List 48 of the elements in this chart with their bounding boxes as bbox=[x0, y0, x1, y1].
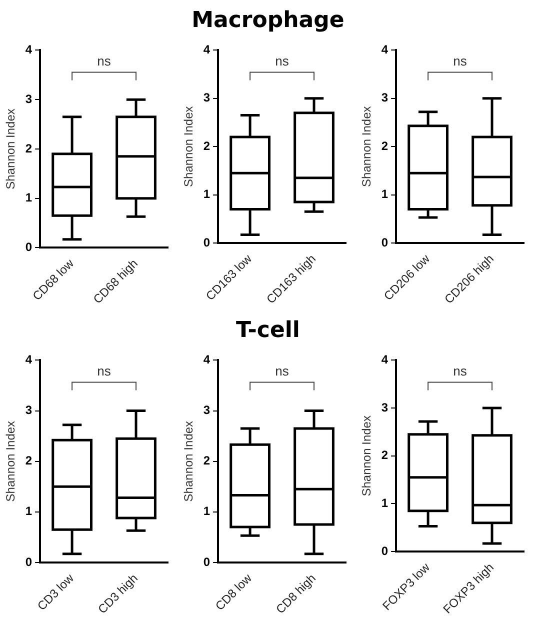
y-axis-title: Shannon Index bbox=[4, 108, 18, 190]
annotation: ns bbox=[97, 53, 112, 68]
annotation: ns bbox=[97, 363, 112, 378]
y-tick-label: 2 bbox=[25, 141, 32, 156]
text: T-cell bbox=[236, 318, 300, 342]
x-tick-label: CD3 low bbox=[34, 570, 77, 614]
y-tick-label: 0 bbox=[381, 544, 388, 558]
y-tick-label: 0 bbox=[381, 235, 388, 250]
y-tick-label: 4 bbox=[203, 42, 210, 57]
y-tick-label: 2 bbox=[381, 138, 388, 153]
annotation: ns bbox=[453, 53, 468, 68]
y-tick-label: 0 bbox=[25, 240, 32, 254]
y-tick-label: 2 bbox=[381, 448, 388, 462]
annotation: ns bbox=[275, 53, 290, 68]
x-tick-label: CD8 low bbox=[212, 570, 255, 614]
y-tick-label: 2 bbox=[203, 138, 210, 153]
y-tick-label: 1 bbox=[381, 187, 388, 202]
y-tick-label: 1 bbox=[203, 504, 210, 518]
y-tick-label: 3 bbox=[381, 400, 388, 414]
y-tick-label: 4 bbox=[25, 352, 32, 367]
y-tick-label: 3 bbox=[25, 92, 32, 106]
y-axis-title: Shannon Index bbox=[360, 416, 374, 496]
annotation: ns bbox=[275, 363, 290, 378]
y-axis-title: Shannon Index bbox=[182, 106, 196, 187]
y-tick-label: 4 bbox=[203, 352, 210, 367]
y-tick-label: 1 bbox=[381, 496, 388, 510]
y-tick-label: 1 bbox=[25, 190, 32, 205]
y-axis-title: Shannon Index bbox=[4, 420, 18, 502]
y-tick-label: 3 bbox=[381, 90, 388, 105]
y-tick-label: 3 bbox=[203, 403, 210, 418]
y-tick-label: 0 bbox=[203, 235, 210, 250]
y-tick-label: 1 bbox=[25, 504, 32, 518]
text: Macrophage bbox=[192, 8, 344, 32]
x-tick-label: CD8 high bbox=[273, 571, 318, 616]
y-tick-label: 2 bbox=[203, 454, 210, 468]
y-tick-label: 0 bbox=[25, 554, 32, 569]
y-axis-title: Shannon Index bbox=[182, 420, 196, 502]
y-axis-title: Shannon Index bbox=[360, 106, 374, 187]
y-tick-label: 0 bbox=[203, 554, 210, 569]
y-tick-label: 2 bbox=[25, 454, 32, 468]
y-tick-label: 4 bbox=[381, 352, 388, 367]
y-tick-label: 3 bbox=[25, 403, 32, 418]
y-tick-label: 3 bbox=[203, 90, 210, 105]
y-tick-label: 1 bbox=[203, 187, 210, 202]
y-tick-label: 4 bbox=[25, 42, 32, 57]
y-tick-label: 4 bbox=[381, 42, 388, 57]
x-tick-label: CD3 high bbox=[95, 571, 140, 616]
annotation: ns bbox=[453, 363, 468, 378]
